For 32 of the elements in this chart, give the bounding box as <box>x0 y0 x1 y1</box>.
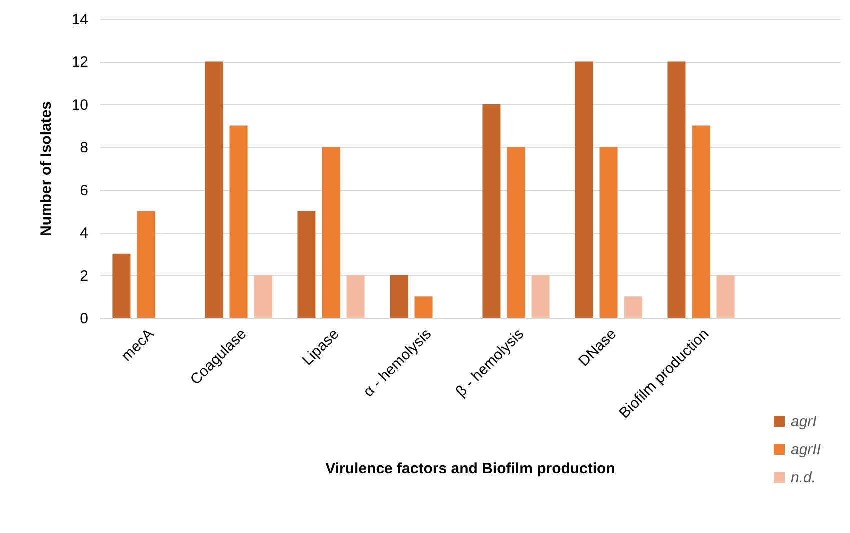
bar <box>600 147 618 318</box>
bar <box>112 254 131 318</box>
bar <box>575 62 594 318</box>
bar <box>230 126 248 318</box>
legend-label: agrI <box>791 414 817 430</box>
bar <box>692 126 710 318</box>
y-tick-label: 14 <box>72 12 88 28</box>
bar <box>322 147 340 318</box>
x-axis-title: Virulence factors and Biofilm production <box>326 460 616 478</box>
y-tick-label: 12 <box>72 54 88 72</box>
y-tick-label: 4 <box>80 225 88 242</box>
legend-label: agrII <box>791 442 822 458</box>
bar <box>298 211 316 318</box>
legend-label: n.d. <box>791 470 816 486</box>
bar <box>346 275 365 318</box>
y-tick-label: 8 <box>80 140 88 157</box>
bar <box>254 275 272 318</box>
bar <box>137 211 156 318</box>
y-tick-label: 0 <box>80 310 88 328</box>
bar <box>716 275 735 318</box>
bar <box>507 147 526 318</box>
bar <box>624 296 642 318</box>
bar <box>205 62 224 318</box>
bar <box>482 104 501 318</box>
bar <box>414 296 433 318</box>
bar <box>390 275 408 318</box>
y-tick-label: 6 <box>80 182 88 200</box>
bar <box>532 275 550 318</box>
y-tick-label: 10 <box>72 96 88 114</box>
bar <box>668 62 686 318</box>
y-axis-title: Number of Isolates <box>38 101 55 237</box>
y-tick-label: 2 <box>80 268 88 285</box>
